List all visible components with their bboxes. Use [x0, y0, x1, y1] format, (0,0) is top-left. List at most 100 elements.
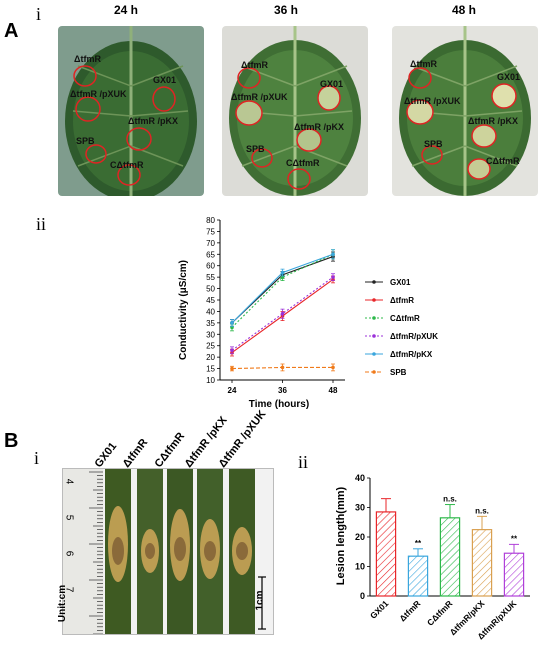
spot-label-tfmr-pxuk: ΔtfmR /pXUK — [404, 96, 461, 106]
bar-y-tick-label: 30 — [355, 503, 365, 513]
data-point — [280, 270, 285, 275]
spot-label-tfmr-pxuk: ΔtfmR /pXUK — [70, 89, 127, 99]
x-axis-label: Time (hours) — [249, 399, 309, 410]
y-tick-label: 15 — [206, 365, 215, 374]
data-point — [280, 311, 285, 316]
spot-label-gx01: GX01 — [153, 75, 177, 85]
bar-y-axis-label: Lesion length(mm) — [335, 486, 347, 585]
rice-leaf-strips-photo — [62, 468, 274, 638]
spot-label-c-tfmr: CΔtfmR — [286, 158, 320, 168]
bar — [375, 511, 397, 597]
spot-label-c-tfmr: CΔtfmR — [110, 160, 144, 170]
y-tick-label: 80 — [206, 216, 215, 225]
x-tick-label: 48 — [329, 386, 338, 395]
data-point — [331, 365, 335, 370]
y-tick-label: 10 — [206, 376, 215, 385]
spot-label-spb: SPB — [246, 144, 265, 154]
spot-label-gx01: GX01 — [320, 79, 344, 89]
leaf-photo-24h — [58, 26, 204, 196]
data-point — [331, 275, 335, 279]
legend-marker — [372, 334, 376, 338]
spot-label-tfmr-pkx: ΔtfmR /pKX — [294, 122, 344, 132]
bar — [503, 552, 525, 597]
y-tick-label: 20 — [206, 353, 215, 362]
legend-marker — [372, 298, 376, 302]
y-tick-label: 70 — [206, 239, 215, 248]
bar-category-label: ΔtfmR — [397, 598, 422, 623]
unit-label: Unit:cm — [57, 584, 69, 623]
legend-label: SPB — [390, 368, 407, 377]
data-point — [280, 365, 285, 370]
spot-label-tfmr: ΔtfmR — [241, 60, 268, 70]
bar — [407, 555, 429, 597]
y-tick-label: 40 — [206, 307, 215, 316]
significance-label: ** — [415, 539, 422, 548]
spot-label-spb: SPB — [424, 139, 443, 149]
leaf-photo-36h — [222, 26, 368, 196]
spot-label-c-tfmr: CΔtfmR — [486, 156, 520, 166]
bar-category-label: GX01 — [368, 598, 391, 621]
ruler-tick-label: 6 — [63, 550, 75, 557]
spot-label-tfmr-pkx: ΔtfmR /pKX — [128, 116, 178, 126]
series-line-3 — [231, 276, 334, 351]
bar-category-label: CΔtfmR — [425, 598, 454, 627]
conductivity-line-chart: Conductivity (μS/cm) Time (hours) 10 15 20… — [178, 216, 438, 410]
spot-label-tfmr: ΔtfmR — [410, 59, 437, 69]
bar-y-tick-label: 40 — [355, 473, 365, 483]
strip-label-c-tfmr: CΔtfmR — [152, 430, 188, 470]
spot-label-spb: SPB — [76, 136, 95, 146]
bar-y-tick-label: 20 — [355, 532, 365, 542]
legend-marker — [372, 370, 376, 374]
y-tick-label: 65 — [206, 250, 215, 259]
ruler-tick-label: 4 — [63, 478, 75, 485]
lesion-length-bar-chart: Lesion length(mm) 0 10 20 30 40 GX01 ** ΔtfmR n.… — [335, 473, 530, 641]
bar-y-tick-label: 10 — [355, 562, 365, 572]
panel-a-sub-ii: ii — [36, 214, 47, 234]
y-tick-label: 25 — [206, 342, 215, 351]
panel-a-sub-i: i — [36, 4, 42, 24]
strip-label-gx01: GX01 — [92, 440, 120, 470]
legend-label: ΔtfmR/pKX — [390, 350, 433, 359]
legend-label: ΔtfmR — [390, 296, 414, 305]
y-tick-label: 55 — [206, 273, 215, 282]
spot-label-tfmr-pkx: ΔtfmR /pKX — [468, 116, 518, 126]
y-tick-label: 45 — [206, 296, 215, 305]
time-label-36h: 36 h — [273, 3, 298, 17]
y-tick-label: 30 — [206, 330, 215, 339]
significance-label: n.s. — [475, 506, 489, 515]
data-point — [230, 321, 234, 325]
series-line-2 — [231, 253, 334, 328]
leaf-photo-48h — [392, 26, 538, 196]
y-tick-label: 35 — [206, 319, 215, 328]
x-tick-label: 24 — [228, 386, 237, 395]
ruler-tick-label: 5 — [63, 514, 75, 521]
panel-b-sub-ii: ii — [298, 452, 309, 472]
legend-marker — [372, 280, 376, 284]
significance-label: ** — [511, 534, 518, 543]
panel-letter-b: B — [4, 430, 19, 452]
spot-label-gx01: GX01 — [497, 72, 521, 82]
bar — [439, 517, 461, 597]
data-point — [331, 252, 335, 257]
bar — [471, 529, 493, 597]
time-label-24h: 24 h — [113, 3, 138, 17]
y-axis-label: Conductivity (μS/cm) — [178, 260, 189, 360]
time-label-48h: 48 h — [451, 3, 476, 17]
x-tick-label: 36 — [278, 386, 287, 395]
strip-label-tfmr: ΔtfmR — [120, 436, 151, 470]
legend-marker — [372, 316, 376, 320]
significance-label: n.s. — [443, 495, 457, 504]
bar-y-tick-label: 0 — [360, 591, 365, 601]
spot-label-tfmr: ΔtfmR — [74, 54, 101, 64]
y-tick-label: 60 — [206, 262, 215, 271]
legend-marker — [372, 352, 376, 356]
legend-label: GX01 — [390, 278, 411, 287]
y-tick-label: 75 — [206, 227, 215, 236]
panel-letter-a: A — [4, 20, 19, 42]
scale-bar-label: 1cm — [254, 590, 266, 611]
legend-label: CΔtfmR — [390, 314, 420, 323]
y-tick-label: 50 — [206, 285, 215, 294]
data-point — [230, 348, 234, 353]
panel-b-sub-i: i — [34, 448, 40, 468]
legend-label: ΔtfmR/pXUK — [390, 332, 438, 341]
